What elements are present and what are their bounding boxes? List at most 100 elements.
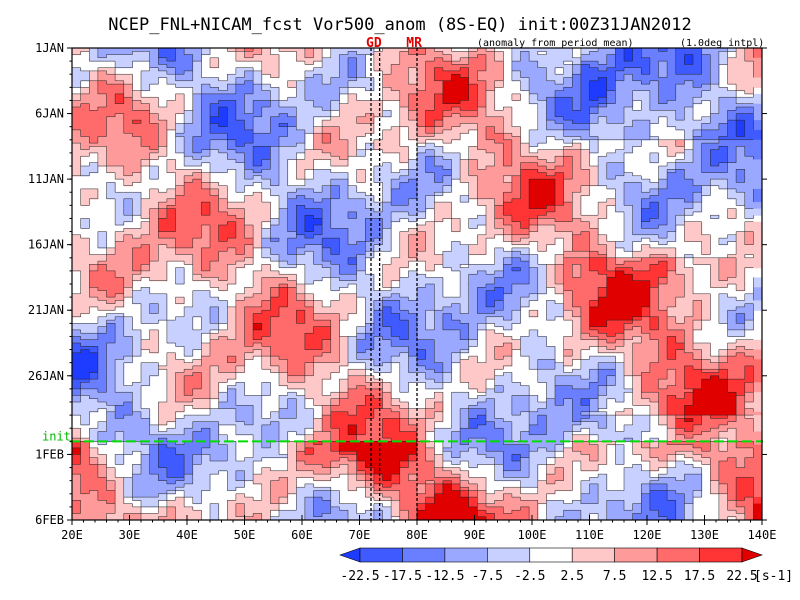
heatmap-cell <box>201 221 211 226</box>
heatmap-cell <box>72 152 82 157</box>
heatmap-cell <box>606 103 616 108</box>
heatmap-cell <box>253 136 263 141</box>
heatmap-cell <box>615 241 625 246</box>
heatmap-cell <box>253 172 263 177</box>
heatmap-cell <box>339 146 349 151</box>
heatmap-cell <box>537 116 547 121</box>
heatmap-cell <box>744 123 754 128</box>
heatmap-cell <box>753 143 762 147</box>
heatmap-cell <box>572 264 582 269</box>
heatmap-cell <box>442 251 453 256</box>
heatmap-cell <box>503 303 513 308</box>
heatmap-cell <box>72 136 82 141</box>
heatmap-cell <box>304 218 315 223</box>
heatmap-cell <box>356 208 366 213</box>
heatmap-cell <box>149 80 159 85</box>
heatmap-cell <box>373 300 384 305</box>
heatmap-cell <box>365 303 375 308</box>
heatmap-cell <box>348 57 358 62</box>
heatmap-cell <box>589 70 599 75</box>
heatmap-cell <box>322 241 332 246</box>
heatmap-cell <box>304 195 315 200</box>
heatmap-cell <box>434 113 444 118</box>
heatmap-cell <box>736 192 746 197</box>
heatmap-cell <box>270 293 280 298</box>
heatmap-cell <box>649 74 660 79</box>
heatmap-cell <box>348 84 358 88</box>
heatmap-cell <box>675 297 685 301</box>
heatmap-cell <box>658 54 668 59</box>
heatmap-cell <box>434 277 444 282</box>
heatmap-cell <box>511 48 522 52</box>
heatmap-cell <box>606 169 616 174</box>
heatmap-cell <box>451 264 461 269</box>
heatmap-cell <box>744 74 754 79</box>
heatmap-cell <box>555 257 565 262</box>
heatmap-cell <box>753 149 762 154</box>
heatmap-cell <box>442 74 453 79</box>
heatmap-cell <box>572 225 582 229</box>
heatmap-cell <box>166 238 177 242</box>
heatmap-cell <box>580 64 591 69</box>
heatmap-cell <box>675 169 685 174</box>
heatmap-cell <box>132 228 142 233</box>
heatmap-cell <box>425 116 435 121</box>
heatmap-cell <box>166 113 177 118</box>
heatmap-cell <box>322 267 332 272</box>
heatmap-cell <box>253 80 263 85</box>
heatmap-cell <box>399 51 409 56</box>
heatmap-cell <box>304 257 315 262</box>
heatmap-cell <box>460 103 470 108</box>
heatmap-cell <box>123 254 133 259</box>
heatmap-cell <box>296 136 306 141</box>
heatmap-cell <box>520 284 530 288</box>
heatmap-cell <box>606 54 616 59</box>
heatmap-cell <box>658 97 668 102</box>
heatmap-cell <box>693 87 703 92</box>
heatmap-cell <box>132 172 142 177</box>
heatmap-cell <box>693 67 703 72</box>
heatmap-cell <box>210 280 220 285</box>
heatmap-cell <box>201 254 211 259</box>
heatmap-cell <box>166 228 177 233</box>
heatmap-cell <box>684 221 694 226</box>
heatmap-cell <box>175 215 185 220</box>
heatmap-cell <box>408 48 418 52</box>
heatmap-cell <box>97 244 108 249</box>
heatmap-cell <box>563 162 573 167</box>
heatmap-cell <box>408 87 418 92</box>
heatmap-cell <box>641 133 651 138</box>
heatmap-cell <box>486 67 496 72</box>
heatmap-cell <box>684 48 694 52</box>
heatmap-cell <box>141 261 151 265</box>
heatmap-cell <box>477 97 487 102</box>
heatmap-cell <box>425 234 435 239</box>
heatmap-cell <box>494 116 504 121</box>
heatmap-cell <box>296 169 306 174</box>
heatmap-cell <box>287 80 297 85</box>
heatmap-cell <box>511 129 522 134</box>
heatmap-cell <box>253 129 263 134</box>
heatmap-cell <box>658 228 668 233</box>
heatmap-cell <box>563 77 573 82</box>
heatmap-cell <box>529 211 539 216</box>
heatmap-cell <box>192 77 202 82</box>
heatmap-cell <box>658 300 668 305</box>
heatmap-cell <box>227 267 237 272</box>
heatmap-cell <box>322 103 332 108</box>
heatmap-cell <box>235 179 246 183</box>
heatmap-cell <box>175 218 185 223</box>
heatmap-cell <box>684 198 694 203</box>
heatmap-cell <box>97 234 108 239</box>
heatmap-cell <box>149 110 159 115</box>
heatmap-cell <box>106 300 116 305</box>
heatmap-cell <box>667 107 677 111</box>
heatmap-cell <box>227 274 237 279</box>
heatmap-cell <box>391 97 401 102</box>
heatmap-cell <box>175 61 185 65</box>
heatmap-cell <box>641 67 651 72</box>
heatmap-cell <box>520 293 530 298</box>
heatmap-cell <box>649 211 660 216</box>
heatmap-cell <box>503 274 513 279</box>
heatmap-cell <box>132 113 142 118</box>
